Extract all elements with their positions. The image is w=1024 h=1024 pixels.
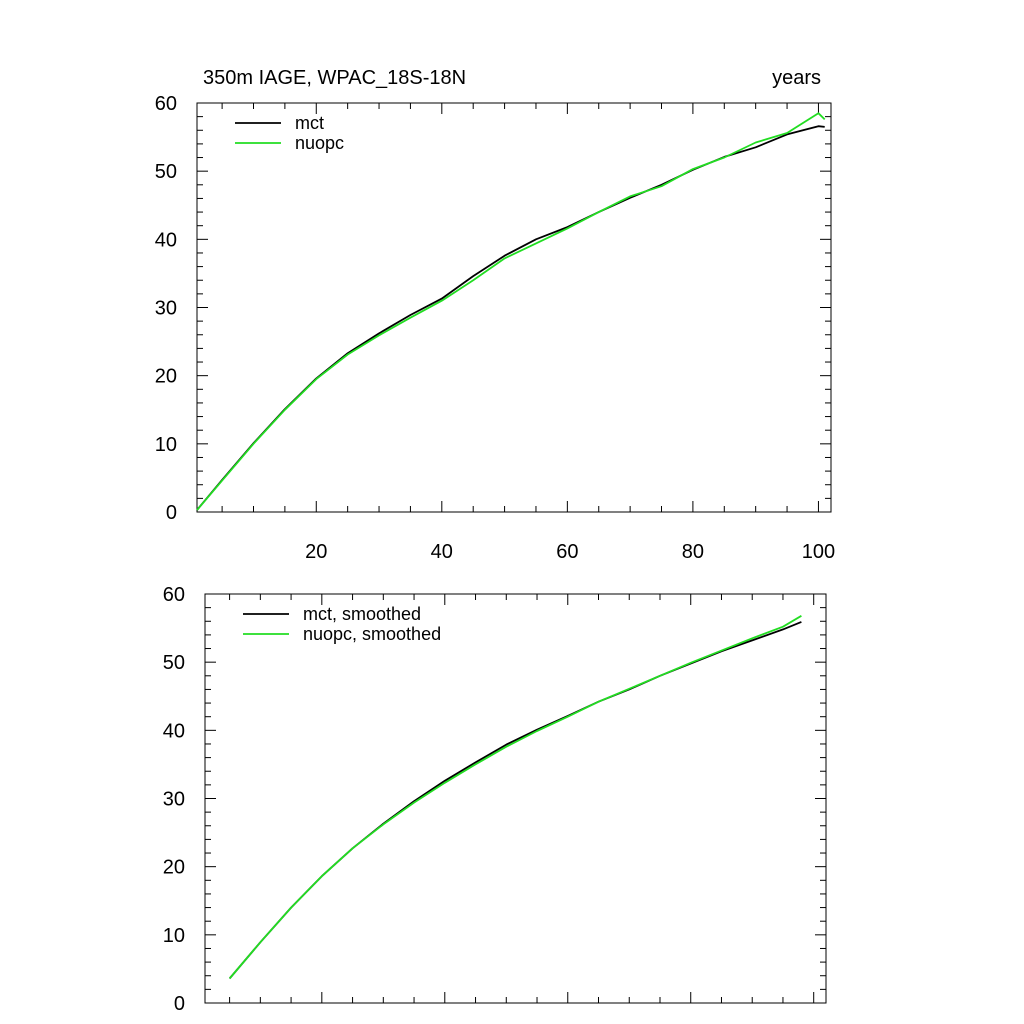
legend-label-1: nuopc, smoothed (303, 624, 441, 644)
x-tick-label: 40 (431, 541, 453, 563)
series-line-0 (196, 125, 825, 511)
y-tick-label: 20 (163, 857, 185, 879)
y-tick-label: 0 (166, 502, 177, 524)
series-line-1 (196, 112, 826, 511)
series-line-1 (228, 615, 802, 980)
series-line-0 (228, 621, 802, 980)
y-tick-label: 20 (155, 366, 177, 388)
top-panel: 0 10 20 30 40 50 60 20 40 60 80 100 350m IAGE, WPAC_… (155, 67, 835, 563)
y-tick-label: 30 (155, 298, 177, 320)
legend-label-1: nuopc (295, 133, 344, 153)
y-tick-label: 50 (155, 161, 177, 183)
y-tick-label: 60 (155, 93, 177, 115)
y-tick-label: 10 (155, 434, 177, 456)
chart-title-right: years (772, 67, 821, 89)
x-tick-label: 20 (305, 541, 327, 563)
legend-label-0: mct, smoothed (303, 604, 421, 624)
y-tick-label: 40 (163, 720, 185, 742)
x-tick-label: 80 (682, 541, 704, 563)
legend-label-0: mct (295, 113, 324, 133)
plot-frame (196, 102, 832, 513)
y-tick-label: 50 (163, 652, 185, 674)
chart-title-left: 350m IAGE, WPAC_18S-18N (203, 67, 466, 89)
y-tick-label: 30 (163, 789, 185, 811)
y-tick-label: 40 (155, 229, 177, 251)
y-tick-label: 60 (163, 584, 185, 606)
y-tick-label: 0 (174, 993, 185, 1015)
x-tick-label: 100 (802, 541, 835, 563)
plot-frame (204, 593, 827, 1004)
y-tick-label: 10 (163, 925, 185, 947)
x-tick-label: 60 (556, 541, 578, 563)
